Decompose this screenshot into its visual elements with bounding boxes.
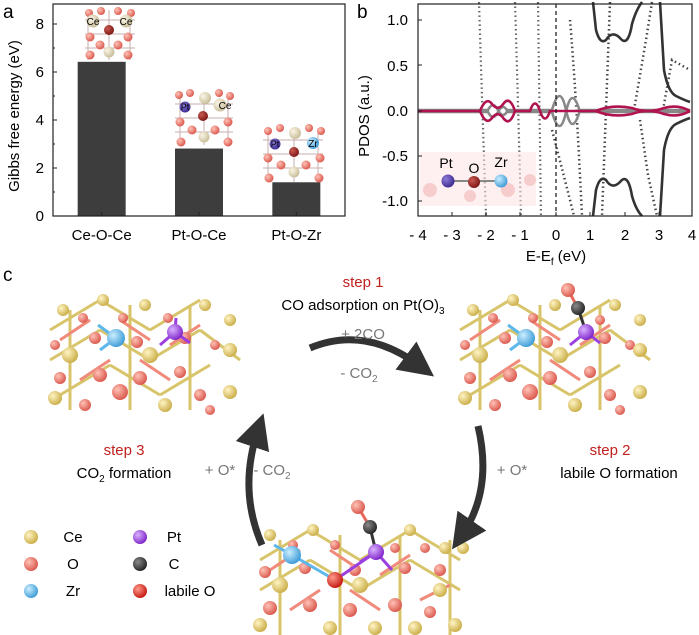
cycle-arrows [235, 336, 487, 550]
arrow-step1 [308, 336, 435, 377]
panel-b-letter: b [357, 2, 368, 23]
step2-description: labile O formation [560, 465, 678, 482]
surface-structure-labile-o [253, 500, 469, 635]
arrow3-label-b: - CO2 [253, 462, 291, 482]
panel-a-letter: a [3, 2, 14, 23]
panel-c-letter: c [3, 265, 13, 286]
panel-b-frame [417, 3, 693, 217]
surface-structure-initial [48, 294, 241, 415]
bar3-structure-inset: Pt Zr [263, 124, 325, 183]
panel-a-bars [77, 61, 321, 217]
panel-b: b PDOS (a.u.) -1.0 -0.5 0.0 0.5 1.0 - 4 … [356, 1, 696, 268]
x-category-label: Ce-O-Ce [72, 227, 132, 244]
step1-title: step 1 [343, 274, 384, 291]
legend-swatch-c [133, 557, 147, 571]
y-tick-label: -1.0 [382, 193, 408, 210]
atom-label: Ce [120, 17, 133, 28]
x-category-label: Pt-O-Zr [271, 227, 321, 244]
panel-a-ticks [53, 23, 57, 217]
legend-swatch-zr [24, 584, 38, 598]
legend-swatch-labile-o [133, 584, 147, 598]
panel-b-ticks [418, 19, 660, 216]
bar2-structure-inset: Pt Ce [175, 89, 234, 147]
y-tick-label: 8 [36, 16, 44, 33]
arrow1-bottom-label: - CO2 [340, 365, 378, 385]
bar1-structure-inset: Ce Ce [85, 7, 135, 60]
x-category-label: Pt-O-Ce [171, 227, 226, 244]
legend-swatch-ce [24, 530, 38, 544]
arrow-step3 [235, 413, 270, 547]
panel-a-frame [52, 3, 346, 217]
x-tick-label: 3 [655, 227, 663, 244]
pdos-inset: Pt O Zr [420, 152, 536, 206]
bar-ce-o-ce [77, 61, 126, 217]
inset-label-zr: Zr [494, 154, 508, 170]
arrow2-label: + O* [497, 462, 528, 479]
bar-pt-o-zr [272, 182, 321, 216]
panel-a-yticks: 0 2 4 6 8 [36, 16, 44, 225]
panel-c: c [3, 265, 678, 635]
x-tick-label: - 4 [409, 227, 427, 244]
x-tick-label: 0 [552, 227, 560, 244]
legend-label-pt: Pt [167, 529, 182, 546]
y-tick-label: 1.0 [387, 12, 408, 29]
atom-legend: Ce O Zr Pt C labile O [24, 529, 215, 600]
atom-label: Ce [87, 17, 100, 28]
y-tick-label: 0 [36, 208, 44, 225]
y-tick-label: 2 [36, 160, 44, 177]
y-tick-label: 6 [36, 64, 44, 81]
panel-b-xlabel: E-Ef (eV) [526, 248, 586, 268]
panel-b-yticks: -1.0 -0.5 0.0 0.5 1.0 [382, 12, 408, 210]
legend-swatch-o [24, 557, 38, 571]
arrow-step2 [452, 425, 487, 550]
step3-description: CO2 formation [77, 465, 172, 485]
y-tick-label: 0.5 [387, 58, 408, 75]
x-tick-label: - 1 [511, 227, 529, 244]
step3-title: step 3 [104, 442, 145, 459]
inset-label-o: O [469, 160, 480, 176]
y-tick-label: -0.5 [382, 148, 408, 165]
legend-label-labile-o: labile O [165, 583, 216, 600]
panel-a-ylabel: Gibbs free energy (eV) [6, 40, 23, 192]
panel-a-xlabels: Ce-O-Ce Pt-O-Ce Pt-O-Zr [72, 212, 321, 244]
atom-label: Ce [219, 101, 232, 112]
legend-label-o: O [67, 556, 79, 573]
x-tick-label: 1 [586, 227, 594, 244]
panel-b-plot: Pt O Zr [417, 1, 693, 217]
x-tick-label: - 2 [477, 227, 495, 244]
atom-label: Pt [271, 139, 280, 149]
panel-a: a Gibbs free energy (eV) 0 2 4 6 8 Ce-O-… [3, 2, 346, 244]
legend-label-c: C [169, 556, 180, 573]
legend-label-ce: Ce [63, 529, 82, 546]
atom-label: Zr [308, 139, 318, 150]
x-tick-label: 2 [621, 227, 629, 244]
step1-description: CO adsorption on Pt(O)3 [281, 297, 445, 317]
step2-title: step 2 [590, 442, 631, 459]
atom-label: Pt [181, 102, 190, 112]
panel-b-xticks: - 4 - 3 - 2 - 1 0 1 2 3 4 [409, 227, 696, 244]
x-tick-label: 4 [688, 227, 696, 244]
y-tick-label: 4 [36, 112, 44, 129]
legend-swatch-pt [133, 530, 147, 544]
surface-structure-co-adsorbed [458, 283, 651, 415]
y-tick-label: 0.0 [387, 103, 408, 120]
arrow1-top-label: + 2CO [341, 326, 385, 343]
x-tick-label: - 3 [443, 227, 461, 244]
arrow3-label-a: + O* [205, 462, 236, 479]
panel-b-ylabel: PDOS (a.u.) [356, 75, 373, 157]
bar-pt-o-ce [175, 148, 223, 216]
legend-label-zr: Zr [66, 583, 80, 600]
inset-label-pt: Pt [439, 155, 452, 171]
